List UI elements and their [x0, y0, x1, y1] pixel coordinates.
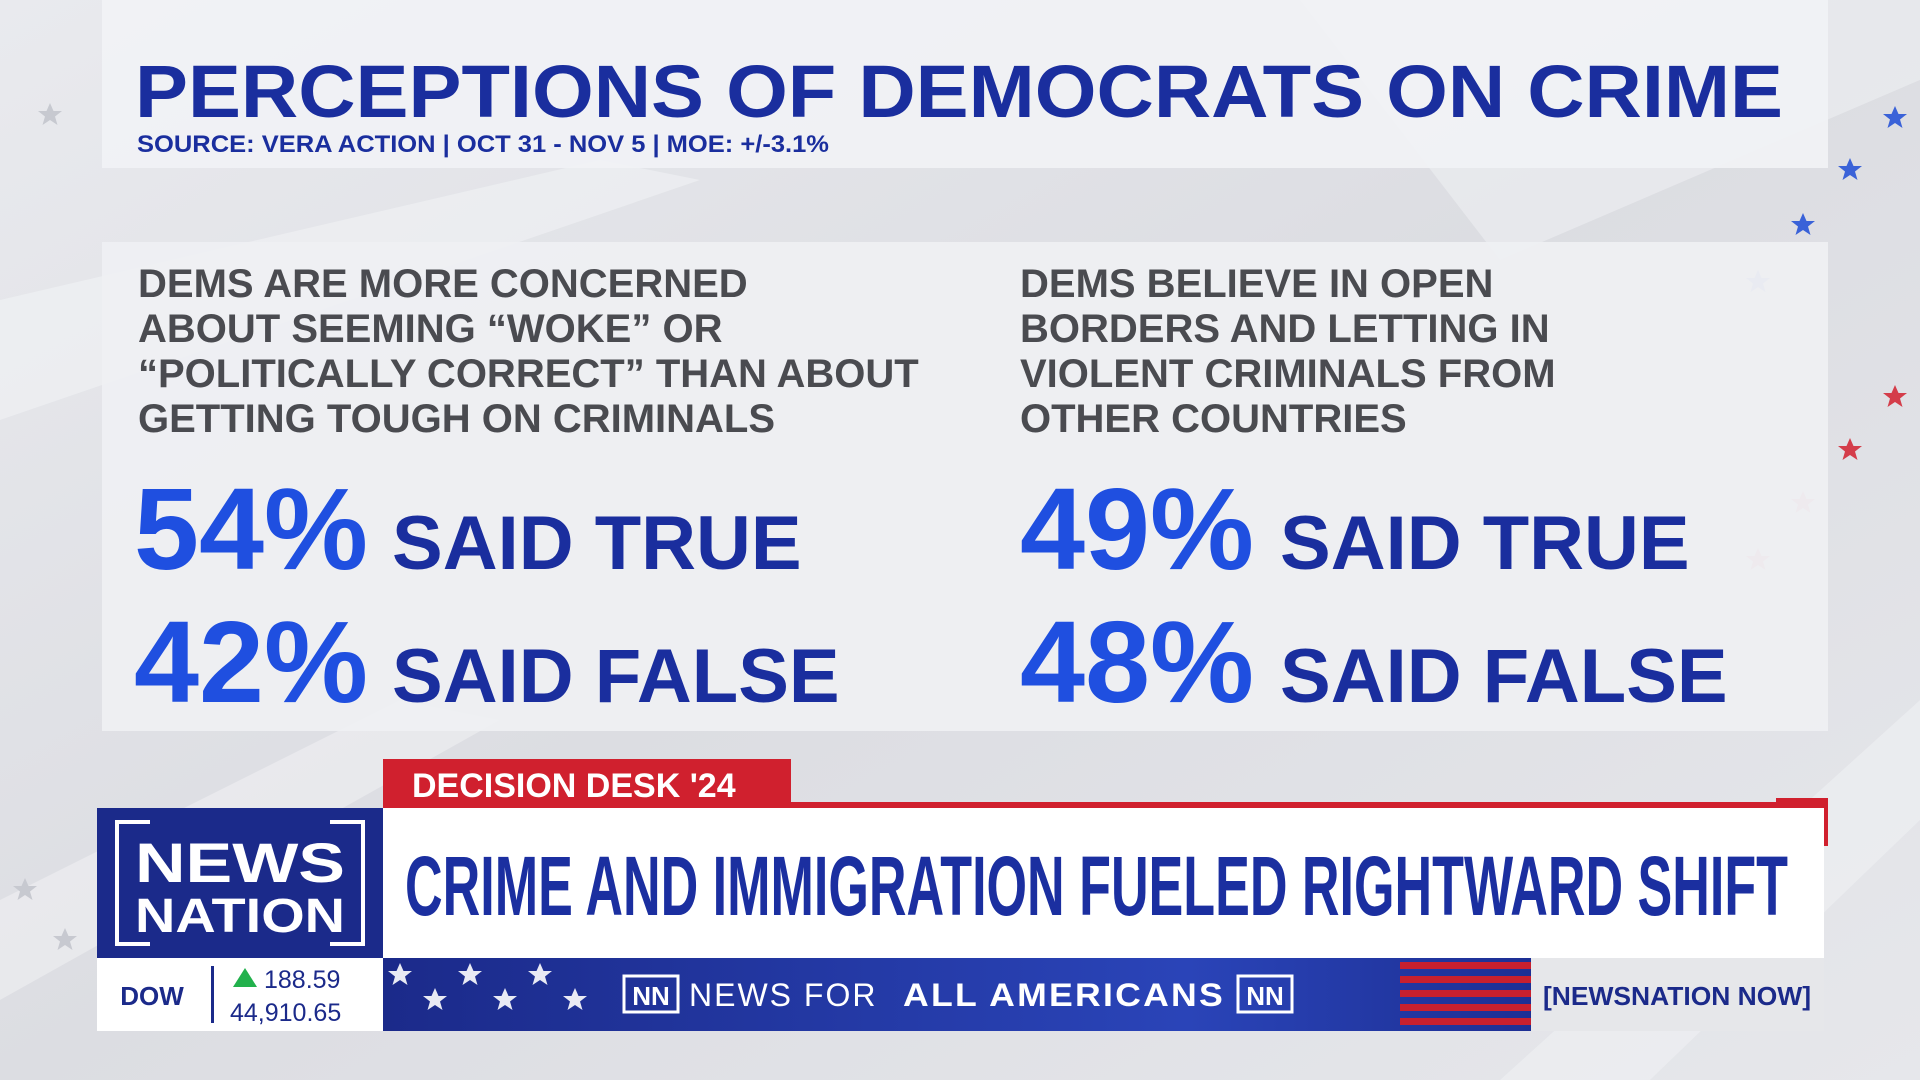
logo-frame-gap [150, 937, 330, 951]
nn-mark: NN [1246, 981, 1284, 1011]
nn-mark: NN [632, 981, 670, 1011]
up-arrow [233, 968, 257, 987]
now-label: [NEWSNATION NOW] [1543, 981, 1811, 1011]
tag: DECISION DESK '24 [412, 767, 736, 805]
result-label: SAID FALSE [1280, 634, 1728, 719]
nn-frame [622, 974, 680, 1014]
logo-word: NATION [135, 890, 345, 943]
statement-line: GETTING TOUGH ON CRIMINALS [138, 397, 775, 441]
result-label: SAID FALSE [392, 634, 840, 719]
red-rule [383, 802, 1828, 808]
result-percent: 54% [134, 464, 368, 594]
slogan-regular: NEWS FOR [689, 977, 877, 1013]
slogan-bold: ALL AMERICANS [903, 977, 1225, 1013]
result-label: SAID TRUE [1280, 501, 1690, 586]
dow-box [97, 958, 383, 1031]
statement-line: “POLITICALLY CORRECT” THAN ABOUT [138, 352, 919, 396]
headline-box [383, 808, 1824, 958]
band-stripes [1400, 962, 1531, 1025]
result-label: SAID TRUE [392, 501, 802, 586]
statement-line: ABOUT SEEMING “WOKE” OR [138, 307, 723, 351]
statement-line: DEMS BELIEVE IN OPEN [1020, 262, 1493, 306]
headline: CRIME AND IMMIGRATION FUELED RIGHTWARD S… [405, 839, 1788, 933]
tag-box [383, 759, 791, 805]
red-corner [1776, 798, 1828, 804]
title: PERCEPTIONS OF DEMOCRATS ON CRIME [135, 50, 1783, 133]
dow-value: 44,910.65 [230, 999, 341, 1027]
content-panel [102, 242, 1828, 731]
statement-line: OTHER COUNTRIES [1020, 397, 1407, 441]
red-corner [1822, 798, 1828, 846]
source: SOURCE: VERA ACTION | OCT 31 - NOV 5 | M… [137, 131, 829, 158]
result-percent: 48% [1020, 597, 1254, 727]
logo-word: NEWS [135, 831, 345, 894]
statement-line: BORDERS AND LETTING IN [1020, 307, 1550, 351]
result-percent: 49% [1020, 464, 1254, 594]
statement-line: VIOLENT CRIMINALS FROM [1020, 352, 1556, 396]
dow-change: 188.59 [264, 966, 340, 994]
header-panel [102, 0, 1828, 168]
now-box [1531, 958, 1824, 1031]
statement-line: DEMS ARE MORE CONCERNED [138, 262, 748, 306]
logo-box [97, 808, 383, 958]
logo-frame-gap [150, 815, 330, 829]
dow-label: DOW [120, 981, 184, 1011]
dow-divider [211, 966, 214, 1023]
nn-frame [1236, 974, 1294, 1014]
result-percent: 42% [134, 597, 368, 727]
